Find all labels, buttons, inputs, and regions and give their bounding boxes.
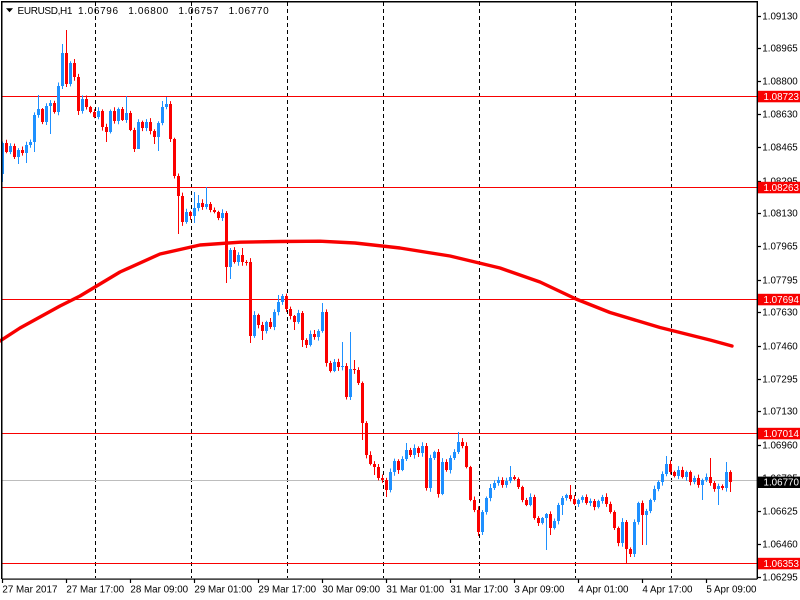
svg-text:1.07295: 1.07295 (762, 375, 798, 386)
svg-text:1.07014: 1.07014 (764, 429, 800, 440)
svg-text:1.08800: 1.08800 (762, 77, 798, 88)
svg-text:1.08723: 1.08723 (764, 92, 800, 103)
svg-text:1.06460: 1.06460 (762, 540, 798, 551)
svg-text:1.07460: 1.07460 (762, 342, 798, 353)
svg-text:30 Mar 09:00: 30 Mar 09:00 (322, 584, 380, 595)
svg-text:5 Apr 09:00: 5 Apr 09:00 (706, 584, 757, 595)
svg-text:1.08630: 1.08630 (762, 110, 798, 121)
svg-text:1.07965: 1.07965 (762, 242, 798, 253)
svg-text:1.07694: 1.07694 (764, 295, 800, 306)
svg-text:27 Mar 2017: 27 Mar 2017 (2, 584, 57, 595)
svg-text:28 Mar 09:00: 28 Mar 09:00 (130, 584, 188, 595)
svg-text:1.07795: 1.07795 (762, 276, 798, 287)
svg-text:1.06770: 1.06770 (764, 478, 800, 489)
svg-text:1.06770: 1.06770 (229, 6, 270, 17)
svg-text:4 Apr 17:00: 4 Apr 17:00 (642, 584, 693, 595)
svg-text:1.06353: 1.06353 (764, 559, 800, 570)
svg-text:29 Mar 01:00: 29 Mar 01:00 (194, 584, 252, 595)
svg-text:1.07130: 1.07130 (762, 407, 798, 418)
svg-text:1.08130: 1.08130 (762, 209, 798, 220)
svg-text:EURUSD,H1: EURUSD,H1 (18, 6, 73, 17)
svg-text:31 Mar 17:00: 31 Mar 17:00 (450, 584, 508, 595)
svg-text:1.08965: 1.08965 (762, 44, 798, 55)
svg-text:1.06796: 1.06796 (78, 6, 119, 17)
svg-text:1.09130: 1.09130 (762, 12, 798, 23)
svg-text:1.06757: 1.06757 (178, 6, 219, 17)
svg-text:3 Apr 09:00: 3 Apr 09:00 (514, 584, 565, 595)
svg-text:1.08465: 1.08465 (762, 143, 798, 154)
svg-text:27 Mar 17:00: 27 Mar 17:00 (66, 584, 124, 595)
svg-text:4 Apr 01:00: 4 Apr 01:00 (578, 584, 629, 595)
svg-text:1.06800: 1.06800 (128, 6, 169, 17)
svg-text:29 Mar 17:00: 29 Mar 17:00 (258, 584, 316, 595)
svg-text:1.06295: 1.06295 (762, 573, 798, 584)
svg-text:31 Mar 01:00: 31 Mar 01:00 (386, 584, 444, 595)
svg-text:1.06625: 1.06625 (762, 507, 798, 518)
svg-text:1.08263: 1.08263 (764, 183, 800, 194)
svg-text:1.06960: 1.06960 (762, 441, 798, 452)
svg-text:1.07630: 1.07630 (762, 308, 798, 319)
